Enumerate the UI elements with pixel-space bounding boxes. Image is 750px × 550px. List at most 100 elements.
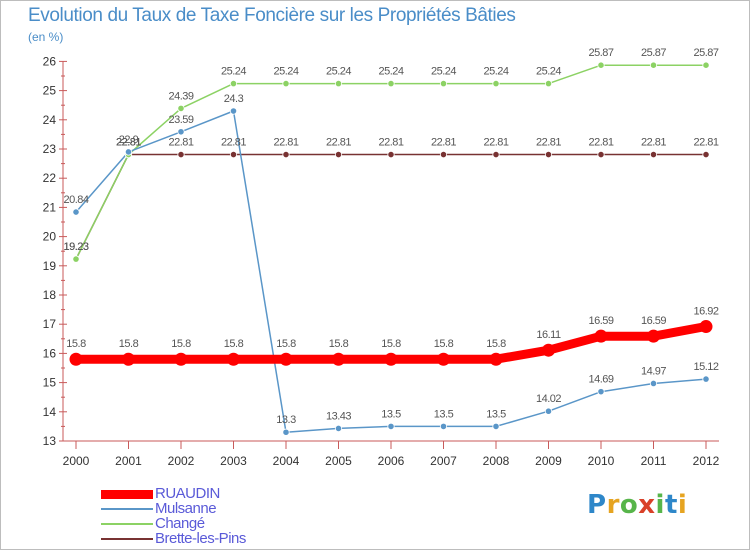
- y-tick-label: 16: [43, 346, 57, 360]
- data-label-brette-les-pins: 19.23: [63, 241, 88, 253]
- data-label-ruaudin: 16.92: [693, 306, 718, 318]
- data-point-chang-: [229, 79, 238, 88]
- data-label-chang-: 25.24: [378, 66, 403, 78]
- data-label-chang-: 25.24: [326, 66, 351, 78]
- data-point-brette-les-pins: [229, 150, 238, 159]
- data-label-ruaudin: 15.8: [171, 338, 191, 350]
- proxiti-logo: Proxiti: [587, 490, 687, 520]
- data-point-mulsanne: [124, 148, 133, 156]
- data-label-brette-les-pins: 22.81: [221, 137, 246, 149]
- legend-label: Mulsanne: [155, 500, 217, 517]
- logo-letter: o: [619, 490, 639, 520]
- data-label-mulsanne: 22.9: [119, 134, 139, 146]
- data-point-chang-: [334, 79, 343, 88]
- data-point-chang-: [597, 61, 605, 69]
- y-tick-label: 25: [43, 84, 57, 98]
- data-point-ruaudin: [647, 329, 660, 343]
- data-label-mulsanne: 13.5: [434, 408, 454, 420]
- data-point-chang-: [72, 255, 80, 263]
- data-point-chang-: [439, 79, 448, 88]
- data-point-brette-les-pins: [544, 150, 553, 159]
- data-point-ruaudin: [69, 352, 83, 366]
- data-point-brette-les-pins: [597, 150, 605, 159]
- x-tick-label: 2006: [378, 454, 405, 468]
- data-label-brette-les-pins: 22.81: [641, 137, 666, 149]
- logo-letter: i: [677, 490, 688, 520]
- data-label-chang-: 25.24: [221, 66, 246, 78]
- data-label-brette-les-pins: 22.81: [483, 137, 508, 149]
- data-point-ruaudin: [174, 352, 188, 366]
- data-point-ruaudin: [227, 352, 240, 366]
- data-label-chang-: 25.24: [273, 66, 298, 78]
- data-label-chang-: 19.23: [63, 241, 88, 253]
- x-tick-label: 2010: [588, 454, 615, 468]
- data-label-brette-les-pins: 22.81: [326, 137, 351, 149]
- data-point-brette-les-pins: [649, 150, 658, 159]
- y-tick-label: 20: [43, 230, 57, 244]
- data-label-mulsanne: 15.12: [693, 361, 718, 373]
- data-point-ruaudin: [489, 352, 503, 366]
- x-tick-label: 2003: [220, 454, 247, 468]
- data-point-mulsanne: [72, 208, 80, 216]
- legend-label: RUAUDIN: [155, 485, 220, 502]
- data-point-mulsanne: [492, 422, 500, 430]
- logo-letter: r: [606, 490, 620, 520]
- data-label-mulsanne: 14.02: [536, 393, 561, 405]
- data-point-brette-les-pins: [177, 150, 185, 159]
- data-point-ruaudin: [332, 352, 345, 366]
- y-tick-label: 21: [43, 200, 57, 214]
- data-point-chang-: [282, 79, 290, 88]
- data-label-brette-les-pins: 22.81: [378, 137, 403, 149]
- logo-letter: x: [638, 490, 656, 520]
- data-point-mulsanne: [544, 407, 553, 415]
- legend-swatch: [101, 508, 153, 510]
- data-label-ruaudin: 16.59: [641, 315, 666, 327]
- x-tick-label: 2004: [273, 454, 300, 468]
- data-label-ruaudin: 15.8: [224, 338, 244, 350]
- data-label-chang-: 25.87: [588, 47, 613, 59]
- data-point-brette-les-pins: [334, 150, 343, 159]
- data-label-chang-: 25.24: [536, 66, 561, 78]
- data-point-ruaudin: [542, 343, 555, 357]
- data-point-mulsanne: [387, 422, 395, 430]
- data-point-mulsanne: [177, 128, 185, 136]
- data-point-mulsanne: [597, 388, 605, 396]
- data-label-brette-les-pins: 22.81: [536, 137, 561, 149]
- y-tick-label: 15: [43, 376, 57, 390]
- y-tick-label: 13: [43, 434, 57, 448]
- legend-swatch: [101, 523, 153, 525]
- data-point-mulsanne: [702, 375, 710, 383]
- y-tick-label: 22: [43, 171, 57, 185]
- data-point-chang-: [702, 61, 710, 69]
- data-point-mulsanne: [649, 379, 658, 388]
- logo-letter: t: [664, 490, 678, 520]
- x-tick-label: 2011: [641, 454, 667, 468]
- data-label-brette-les-pins: 22.81: [431, 137, 456, 149]
- data-point-brette-les-pins: [387, 150, 395, 159]
- data-label-mulsanne: 13.43: [326, 410, 351, 422]
- data-point-mulsanne: [282, 428, 290, 436]
- data-label-brette-les-pins: 22.81: [693, 137, 718, 149]
- y-tick-label: 14: [43, 405, 57, 419]
- data-label-mulsanne: 23.59: [168, 114, 193, 126]
- data-point-chang-: [177, 104, 185, 113]
- legend-swatch: [101, 490, 153, 499]
- data-label-chang-: 24.39: [168, 90, 193, 102]
- data-label-chang-: 25.87: [693, 47, 718, 59]
- data-point-brette-les-pins: [702, 150, 710, 159]
- series-line-brette-les-pins: [75, 153, 707, 260]
- data-label-mulsanne: 13.3: [276, 414, 296, 426]
- data-label-chang-: 25.24: [431, 66, 456, 78]
- data-point-brette-les-pins: [282, 150, 290, 159]
- data-label-mulsanne: 13.5: [381, 408, 401, 420]
- x-tick-label: 2001: [115, 454, 142, 468]
- logo-letter: i: [655, 490, 665, 520]
- data-label-ruaudin: 16.59: [588, 315, 613, 327]
- data-point-brette-les-pins: [492, 150, 500, 159]
- data-label-mulsanne: 14.97: [641, 365, 666, 377]
- data-label-ruaudin: 15.8: [329, 338, 349, 350]
- y-tick-label: 18: [43, 288, 57, 302]
- x-tick-label: 2012: [693, 454, 720, 468]
